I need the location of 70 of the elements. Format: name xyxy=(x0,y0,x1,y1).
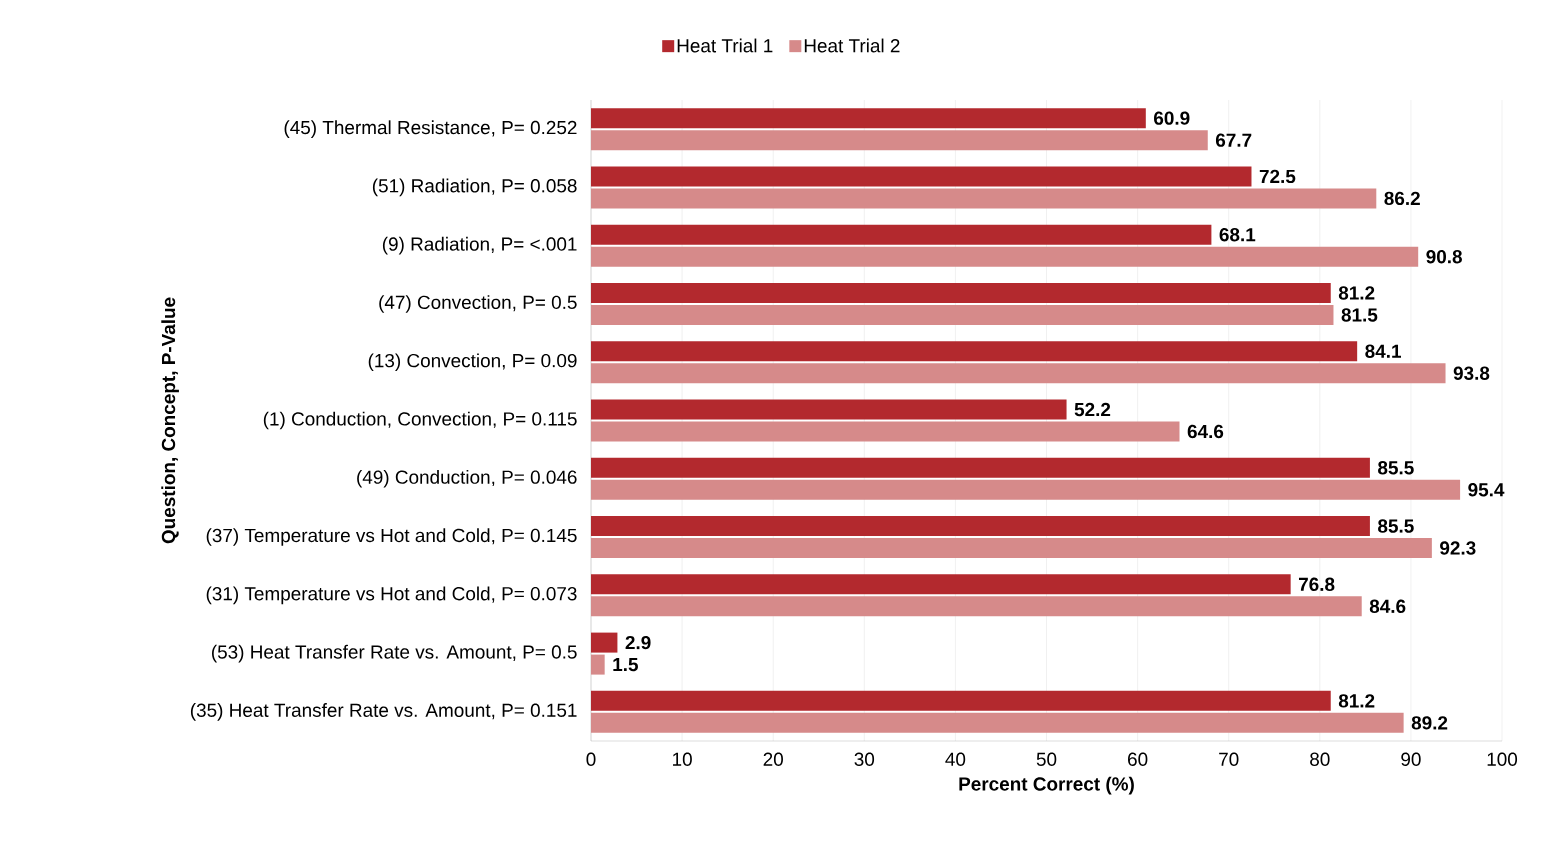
data-label: 85.5 xyxy=(1378,461,1414,475)
bar xyxy=(591,130,1208,151)
bar xyxy=(591,516,1370,537)
data-label: 89.2 xyxy=(1411,716,1448,730)
bar xyxy=(591,166,1252,187)
data-label: 93.8 xyxy=(1453,366,1490,380)
bar xyxy=(591,479,1461,500)
data-label: 67.7 xyxy=(1215,133,1252,147)
data-label: 86.2 xyxy=(1384,191,1420,206)
bar xyxy=(591,304,1334,325)
y-tick-label: (9) Radiation, P= <.001 xyxy=(382,236,577,255)
bar xyxy=(591,282,1331,303)
bar xyxy=(591,596,1362,617)
x-tick-label: 40 xyxy=(945,752,966,766)
y-axis-title: Question, Concept, P-Value xyxy=(161,297,179,544)
data-label: 68.1 xyxy=(1219,227,1256,242)
data-label: 90.8 xyxy=(1426,249,1462,264)
x-tick-label: 50 xyxy=(1036,752,1057,766)
x-tick-label: 0 xyxy=(586,752,596,766)
data-label: 84.6 xyxy=(1369,599,1406,614)
legend-label: Heat Trial 1 xyxy=(677,38,773,53)
data-label: 95.4 xyxy=(1468,483,1505,497)
bar xyxy=(591,457,1370,478)
data-label: 2.9 xyxy=(625,635,651,650)
y-tick-label: (35) Heat Transfer Rate vs. Amount, P= 0.151 xyxy=(190,703,577,721)
data-label: 81.5 xyxy=(1341,308,1378,322)
x-tick-label: 30 xyxy=(854,752,875,766)
data-label: 84.1 xyxy=(1365,344,1401,358)
x-tick-label: 80 xyxy=(1310,752,1330,766)
data-label: 85.5 xyxy=(1378,519,1414,533)
x-tick-label: 90 xyxy=(1401,752,1421,766)
bar xyxy=(591,363,1446,384)
y-tick-label: (31) Temperature vs Hot and Cold, P= 0.073 xyxy=(206,586,577,605)
x-tick-label: 20 xyxy=(763,752,783,766)
bar xyxy=(591,632,618,653)
legend-label: Heat Trial 2 xyxy=(804,38,900,53)
data-label: 76.8 xyxy=(1298,577,1335,592)
y-tick-label: (49) Conduction, P= 0.046 xyxy=(357,469,577,488)
bar xyxy=(591,399,1067,420)
bar xyxy=(591,108,1146,129)
bar xyxy=(591,246,1419,267)
data-label: 60.9 xyxy=(1154,111,1190,125)
bar xyxy=(591,341,1358,362)
data-label: 52.2 xyxy=(1074,402,1111,417)
data-label: 81.2 xyxy=(1338,694,1375,708)
bar xyxy=(591,574,1291,595)
y-tick-label: (45) Thermal Resistance, P= 0.252 xyxy=(284,120,577,138)
x-tick-label: 100 xyxy=(1487,752,1518,766)
x-tick-label: 70 xyxy=(1219,752,1239,766)
y-tick-label: (47) Convection, P= 0.5 xyxy=(379,295,577,313)
y-tick-label: (51) Radiation, P= 0.058 xyxy=(372,178,577,197)
y-tick-label: (53) Heat Transfer Rate vs. Amount, P= 0.5 xyxy=(212,644,577,663)
bar xyxy=(591,712,1404,733)
data-label: 81.2 xyxy=(1338,286,1375,300)
data-label: 64.6 xyxy=(1187,424,1224,439)
data-label: 1.5 xyxy=(613,658,638,672)
y-tick-label: (1) Conduction, Convection, P= 0.115 xyxy=(263,411,577,430)
bar xyxy=(591,538,1432,559)
x-tick-label: 10 xyxy=(673,752,692,766)
bar xyxy=(591,224,1212,245)
y-tick-label: (37) Temperature vs Hot and Cold, P= 0.145 xyxy=(206,528,577,546)
x-tick-label: 60 xyxy=(1128,752,1148,766)
bar xyxy=(591,421,1180,442)
bar xyxy=(591,188,1377,209)
bar xyxy=(591,654,605,675)
data-label: 72.5 xyxy=(1259,169,1296,184)
data-label: 92.3 xyxy=(1440,541,1476,555)
bar xyxy=(591,690,1331,711)
y-tick-label: (13) Convection, P= 0.09 xyxy=(368,353,577,372)
x-axis-title: Percent Correct (%) xyxy=(959,776,1134,795)
